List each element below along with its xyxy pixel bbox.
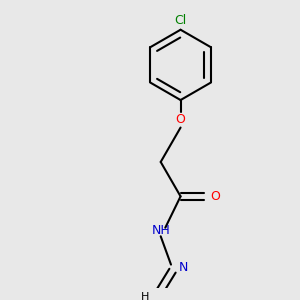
Text: Cl: Cl — [174, 14, 187, 27]
Text: H: H — [141, 292, 150, 300]
Text: NH: NH — [151, 224, 170, 237]
Text: N: N — [178, 261, 188, 274]
Text: O: O — [176, 113, 185, 126]
Text: O: O — [210, 190, 220, 203]
